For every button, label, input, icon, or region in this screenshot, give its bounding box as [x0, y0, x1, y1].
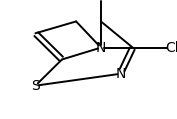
Text: S: S [31, 79, 40, 93]
Text: N: N [115, 67, 125, 81]
Text: N: N [96, 41, 106, 55]
Text: Cl: Cl [165, 41, 177, 55]
Text: Cl: Cl [94, 0, 108, 3]
